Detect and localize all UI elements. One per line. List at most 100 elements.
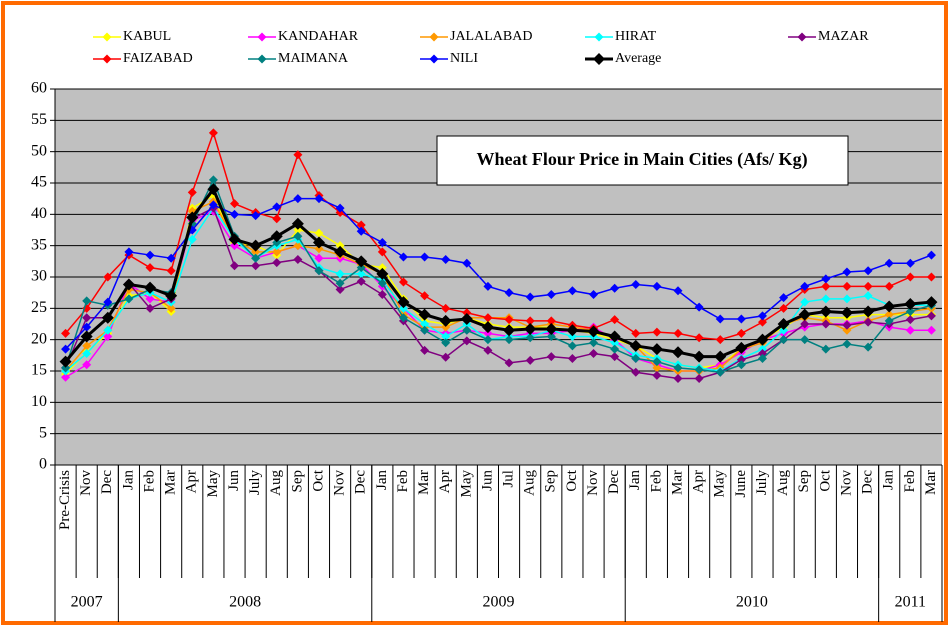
data-point xyxy=(314,194,324,204)
data-point xyxy=(335,278,345,288)
data-point xyxy=(82,348,92,358)
x-tick-label: Pre-Crisis xyxy=(57,470,73,530)
data-point xyxy=(652,363,662,373)
data-point xyxy=(165,289,178,302)
data-point xyxy=(610,283,620,293)
legend-marker xyxy=(593,53,605,65)
data-point xyxy=(779,325,789,335)
year-label: 2008 xyxy=(229,594,261,611)
legend-marker xyxy=(102,32,112,42)
data-point xyxy=(186,211,199,224)
data-point xyxy=(418,308,431,321)
legend-marker xyxy=(797,32,807,42)
data-point xyxy=(82,360,92,370)
data-point xyxy=(652,357,662,367)
data-point xyxy=(145,263,155,273)
x-tick-label: July xyxy=(754,470,770,496)
data-point xyxy=(567,332,577,342)
y-tick-label: 55 xyxy=(31,111,47,128)
data-point xyxy=(230,241,240,251)
data-point xyxy=(230,199,240,209)
data-point xyxy=(101,311,114,324)
data-point xyxy=(504,358,514,368)
x-tick-label: Dec xyxy=(606,470,622,494)
data-point xyxy=(926,311,936,321)
y-tick-label: 35 xyxy=(31,236,47,253)
data-point xyxy=(715,314,725,324)
x-tick-label: Feb xyxy=(902,470,918,493)
data-point xyxy=(736,314,746,324)
data-point xyxy=(335,241,345,251)
x-tick-label: Sep xyxy=(289,470,305,493)
data-point xyxy=(524,323,537,336)
x-tick-label: Oct xyxy=(564,469,580,491)
year-label: 2007 xyxy=(71,594,103,611)
data-point xyxy=(863,317,873,327)
data-point xyxy=(230,261,240,271)
data-point xyxy=(80,330,93,343)
data-point xyxy=(420,319,430,329)
data-point xyxy=(589,348,599,358)
data-point xyxy=(652,281,662,291)
data-point xyxy=(650,343,663,356)
data-point xyxy=(842,320,852,330)
data-point xyxy=(525,316,535,326)
data-point xyxy=(82,341,92,351)
y-tick-label: 0 xyxy=(39,456,47,473)
data-point xyxy=(821,319,831,329)
data-point xyxy=(61,363,71,373)
data-point xyxy=(589,290,599,300)
data-point xyxy=(673,328,683,338)
legend-marker xyxy=(257,54,267,64)
data-point xyxy=(441,254,451,264)
data-point xyxy=(673,286,683,296)
data-point xyxy=(800,335,810,345)
data-point xyxy=(166,253,176,263)
x-tick-label: Jun xyxy=(226,470,242,491)
data-point xyxy=(798,308,811,321)
data-point xyxy=(715,335,725,345)
data-point xyxy=(356,220,366,230)
x-tick-label: Apr xyxy=(437,470,453,493)
data-point xyxy=(61,344,71,354)
data-point xyxy=(863,266,873,276)
data-point xyxy=(503,324,516,337)
data-point xyxy=(420,325,430,335)
data-point xyxy=(821,274,831,284)
x-tick-label: Nov xyxy=(78,470,94,496)
data-point xyxy=(293,231,303,241)
data-point xyxy=(61,372,71,382)
y-tick-label: 25 xyxy=(31,299,47,316)
data-point xyxy=(905,306,915,316)
chart-title: Wheat Flour Price in Main Cities (Afs/ K… xyxy=(476,149,807,170)
y-tick-label: 50 xyxy=(31,142,47,159)
data-point xyxy=(377,263,387,273)
y-tick-label: 40 xyxy=(31,205,47,222)
data-point xyxy=(144,281,157,294)
data-point xyxy=(779,303,789,313)
legend-label: NILI xyxy=(450,51,478,66)
data-point xyxy=(735,341,748,354)
x-tick-label: Nov xyxy=(585,470,601,496)
data-point xyxy=(821,344,831,354)
data-point xyxy=(166,266,176,276)
series-line xyxy=(64,130,932,341)
legend-marker xyxy=(257,32,267,42)
data-point xyxy=(546,316,556,326)
data-point xyxy=(714,350,727,363)
data-point xyxy=(842,281,852,291)
x-tick-label: Aug xyxy=(522,470,538,496)
data-point xyxy=(270,230,283,243)
data-point xyxy=(251,247,261,257)
data-point xyxy=(483,345,493,355)
data-point xyxy=(905,258,915,268)
x-tick-label: Aug xyxy=(268,470,284,496)
data-point xyxy=(124,294,134,304)
data-point xyxy=(293,150,303,160)
data-point xyxy=(82,313,92,323)
data-point xyxy=(293,194,303,204)
data-point xyxy=(272,247,282,257)
data-point xyxy=(631,353,641,363)
data-point xyxy=(736,328,746,338)
x-tick-label: Jan xyxy=(627,470,643,490)
